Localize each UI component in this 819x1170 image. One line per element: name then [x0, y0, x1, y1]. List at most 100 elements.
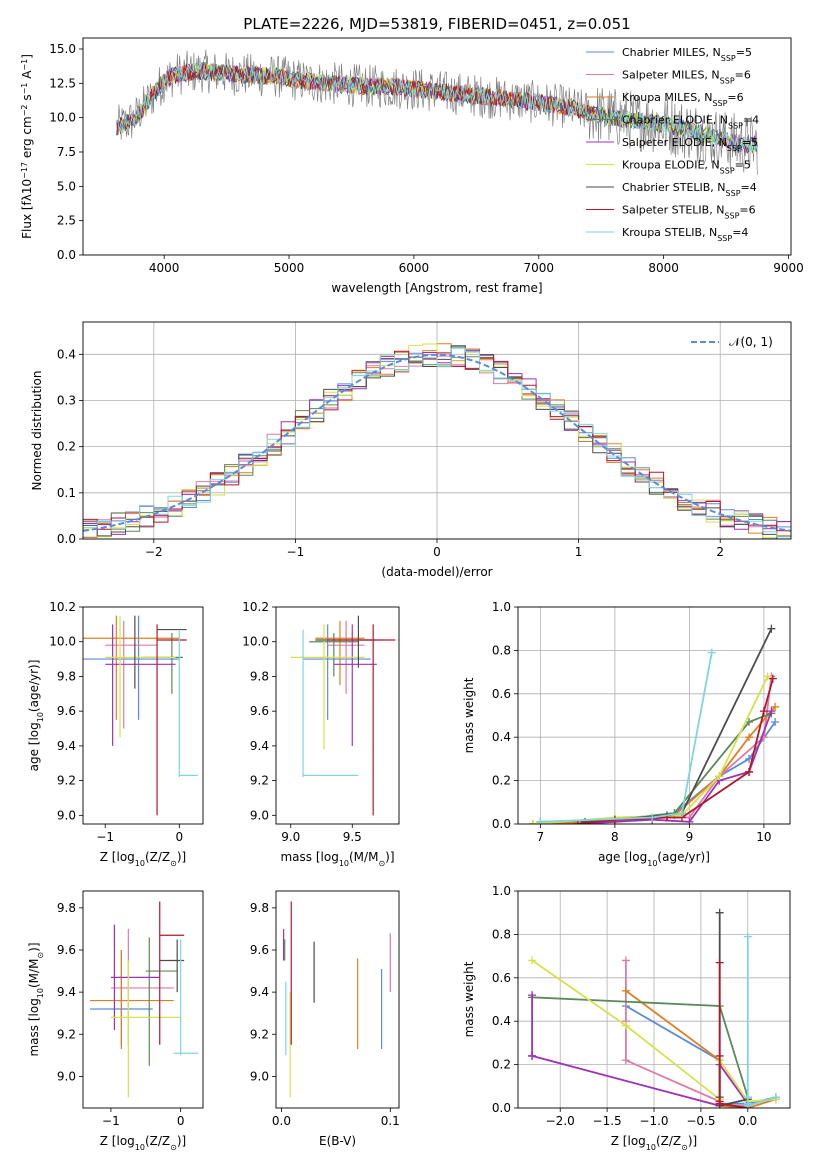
legend-text: Kroupa MILES, N — [622, 91, 712, 104]
label-part: mass [log — [280, 850, 338, 864]
label-part: (M/M — [27, 959, 41, 988]
label-part: mass [log — [27, 998, 41, 1056]
label-part: Flux [f — [20, 200, 34, 238]
x-tick-label: −2.0 — [546, 1114, 575, 1128]
weight-point — [621, 1056, 630, 1065]
label-part: )] — [688, 1134, 697, 1148]
label-part: (age/yr)] — [27, 660, 41, 712]
y-axis-label: Flux [fλ10−17 erg cm−2 s−1 A−1] — [20, 54, 35, 239]
legend-text: Salpeter MILES, N — [622, 69, 720, 82]
label-part: (Z/Z — [145, 850, 170, 864]
y-tick-label: 9.8 — [57, 901, 76, 915]
weight-point — [743, 932, 752, 941]
label-part: −1 — [20, 59, 29, 71]
x-tick-label: 0 — [177, 1114, 185, 1128]
legend-text: Salpeter STELIB, N — [622, 204, 724, 217]
y-tick-label: 0.0 — [492, 1101, 511, 1115]
x-tick-label: 9.5 — [343, 830, 362, 844]
model-spectrum-line — [116, 64, 596, 135]
y-tick-label: 0.4 — [492, 1014, 511, 1028]
label-part: (Z/Z — [145, 1134, 170, 1148]
y-tick-label: 9.2 — [250, 774, 269, 788]
x-tick-label: 5000 — [274, 261, 305, 275]
axes-frame — [82, 321, 792, 540]
legend-sub: SSP — [726, 189, 741, 198]
legend-entry: 𝒩(0, 1) — [729, 335, 773, 349]
axes-frame — [82, 606, 204, 825]
y-tick-label: 9.6 — [57, 943, 76, 957]
y-tick-label: 0.8 — [492, 643, 511, 657]
y-tick-label: 0.2 — [57, 440, 76, 454]
y-tick-label: 0.4 — [57, 347, 76, 361]
x-tick-label: −1 — [287, 545, 305, 559]
panel-z_vs_age: −1 09.09.29.49.69.810.010.2Z [log10(Z/Z⊙)… — [27, 600, 204, 868]
label-part: 10 — [135, 859, 145, 868]
label-part: )] — [385, 850, 394, 864]
x-axis-label: age [log10(age/yr)] — [598, 850, 710, 868]
legend-entry: Kroupa MILES, NSSP=6 — [622, 91, 744, 108]
axes-frame — [275, 606, 400, 825]
weight-point — [715, 908, 724, 917]
y-tick-label: 9.2 — [57, 774, 76, 788]
legend-sub: SSP — [724, 211, 739, 220]
legend-suffix: =6 — [735, 69, 751, 82]
x-axis-label: Z [log10(Z/Z⊙)] — [100, 1134, 186, 1152]
y-tick-label: 0.3 — [57, 393, 76, 407]
legend-entry: Kroupa STELIB, NSSP=4 — [622, 226, 748, 243]
legend-suffix: =4 — [743, 114, 759, 127]
weight-point — [771, 1093, 780, 1102]
label-part: Z [log — [100, 850, 135, 864]
y-axis-label: Normed distribution — [30, 371, 44, 491]
label-part: ⊙ — [170, 859, 177, 868]
weight-point — [771, 718, 780, 727]
model-spectrum-line — [116, 62, 758, 154]
label-part: A — [20, 70, 34, 83]
x-tick-label: −2 — [145, 545, 163, 559]
weight-point — [677, 809, 686, 818]
label-part: ⊙ — [170, 1143, 177, 1152]
axes-frame — [82, 890, 204, 1109]
y-axis-label: mass [log10(M/M⊙)] — [27, 942, 45, 1056]
axes-frame — [517, 890, 791, 1109]
y-tick-label: 9.4 — [57, 739, 76, 753]
legend-suffix: =5 — [736, 46, 752, 59]
y-tick-label: 9.0 — [57, 1069, 76, 1083]
model-spectrum-line — [116, 61, 758, 153]
legend-entry: Chabrier MILES, NSSP=5 — [622, 46, 752, 63]
weight-point — [715, 772, 724, 781]
label-part: )] — [27, 942, 41, 951]
y-tick-label: 1.0 — [492, 600, 511, 614]
normal-curve — [83, 353, 791, 532]
x-tick-label: 1 — [575, 545, 583, 559]
label-part: ⊙ — [681, 1143, 688, 1152]
x-tick-label: 8000 — [648, 261, 679, 275]
weight-point — [707, 648, 716, 657]
weight-series-line — [540, 652, 713, 823]
x-tick-label: 9 — [686, 830, 694, 844]
y-axis-label: mass weight — [462, 961, 476, 1037]
weight-point — [621, 956, 630, 965]
weight-point — [528, 1051, 537, 1060]
plot-area — [83, 343, 791, 539]
x-tick-label: −1.0 — [639, 1114, 668, 1128]
y-tick-label: 7.5 — [57, 145, 76, 159]
weight-point — [768, 674, 777, 683]
weight-point — [771, 702, 780, 711]
y-tick-label: 10.2 — [49, 600, 76, 614]
y-tick-label: 0.6 — [492, 971, 511, 985]
panel-z_vs_mass: −1 09.09.29.49.69.8Z [log10(Z/Z⊙)]mass [l… — [27, 890, 204, 1152]
y-tick-label: 9.0 — [57, 808, 76, 822]
weight-point — [573, 820, 582, 824]
plot-area — [528, 908, 780, 1108]
legend-sub: SSP — [720, 166, 735, 175]
y-axis-label: mass weight — [462, 677, 476, 753]
label-part: 10 — [20, 179, 34, 194]
label-part: −2 — [20, 105, 29, 117]
legend-entry: Chabrier ELODIE, NSSP=4 — [622, 114, 759, 131]
label-part: ⊙ — [378, 859, 385, 868]
legend-sub: SSP — [720, 76, 735, 85]
x-tick-label: 10 — [756, 830, 771, 844]
plot-area — [290, 615, 396, 816]
y-tick-label: 9.2 — [57, 1027, 76, 1041]
